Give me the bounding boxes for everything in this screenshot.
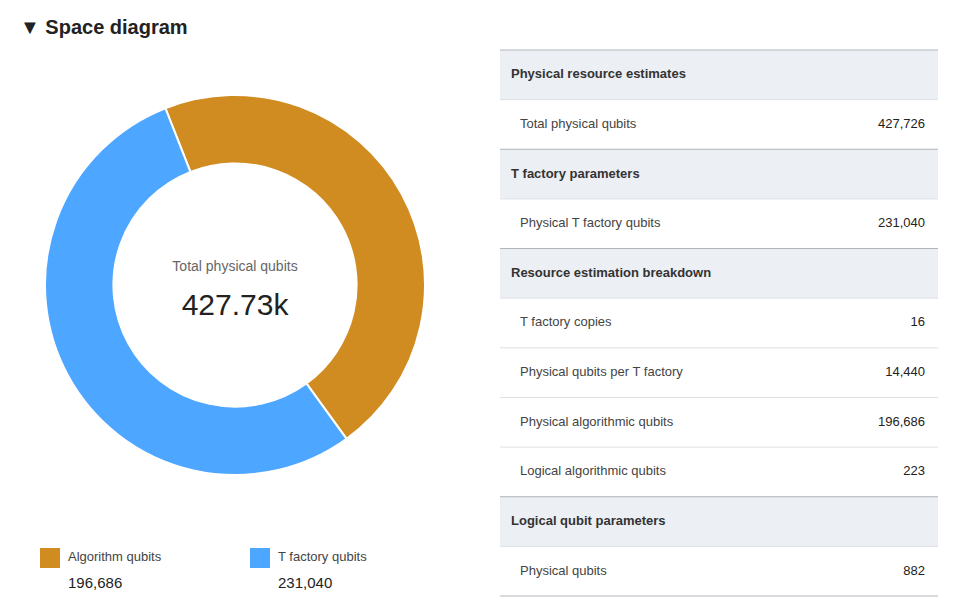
table-border: [500, 99, 938, 100]
legend-swatch: [40, 548, 60, 568]
table-border: [500, 447, 938, 448]
donut-slice: [165, 95, 425, 439]
table-row-label: Physical qubits per T factory: [520, 364, 683, 379]
legend: Algorithm qubits 196,686 T factory qubits 2…: [40, 548, 367, 591]
center-label: Total physical qubits: [172, 258, 297, 274]
table-border: [500, 546, 938, 547]
table-row-label: Physical qubits: [520, 563, 607, 578]
table-row-value: 882: [903, 563, 925, 578]
table-row-value: 196,686: [878, 414, 925, 429]
donut-slice: [45, 108, 347, 475]
legend-label: Algorithm qubits: [68, 549, 162, 564]
legend-value: 196,686: [68, 574, 122, 591]
table-row-value: 223: [903, 463, 925, 478]
table-row: [500, 397, 938, 447]
table-row-value: 16: [911, 314, 925, 329]
table-row: [500, 199, 938, 249]
table-border: [500, 50, 938, 51]
table-row-label: T factory copies: [520, 314, 612, 329]
table-border: [500, 397, 938, 398]
table-row: [500, 447, 938, 497]
legend-label: T factory qubits: [278, 549, 367, 564]
table-header-row: [500, 149, 938, 199]
table-border: [500, 596, 938, 597]
table-header: Logical qubit parameters: [511, 513, 666, 528]
table-row: [500, 298, 938, 348]
table-row-label: Physical T factory qubits: [520, 215, 661, 230]
table-row: [500, 348, 938, 398]
table-row-value: 231,040: [878, 215, 925, 230]
table-header: T factory parameters: [511, 166, 640, 181]
table-border: [500, 198, 938, 199]
legend-value: 231,040: [278, 574, 332, 591]
table-header-row: [500, 50, 938, 100]
table-border: [500, 298, 938, 299]
table-row-value: 427,726: [878, 116, 925, 131]
table-border: [500, 248, 938, 249]
legend-item: Algorithm qubits 196,686: [40, 548, 162, 591]
table-border: [500, 347, 938, 348]
table-header-row: [500, 249, 938, 299]
legend-item: T factory qubits 231,040: [250, 548, 367, 591]
table-border: [500, 149, 938, 150]
table-header-row: [500, 497, 938, 547]
table-row-label: Logical algorithmic qubits: [520, 463, 666, 478]
center-value: 427.73k: [182, 288, 290, 321]
table-header: Resource estimation breakdown: [511, 265, 711, 280]
donut: Total physical qubits 427.73k: [45, 95, 425, 475]
table-border: [500, 496, 938, 497]
legend-swatch: [250, 548, 270, 568]
chart-root: ▼ Space diagram Total physical qubits 427.…: [0, 0, 953, 616]
table-row: [500, 546, 938, 596]
table: Physical resource estimates Total physica…: [500, 50, 938, 596]
table-row-label: Physical algorithmic qubits: [520, 414, 674, 429]
chart-title: ▼ Space diagram: [20, 16, 188, 38]
table-row-label: Total physical qubits: [520, 116, 637, 131]
table-row-value: 14,440: [885, 364, 925, 379]
table-header: Physical resource estimates: [511, 66, 686, 81]
table-row: [500, 100, 938, 150]
